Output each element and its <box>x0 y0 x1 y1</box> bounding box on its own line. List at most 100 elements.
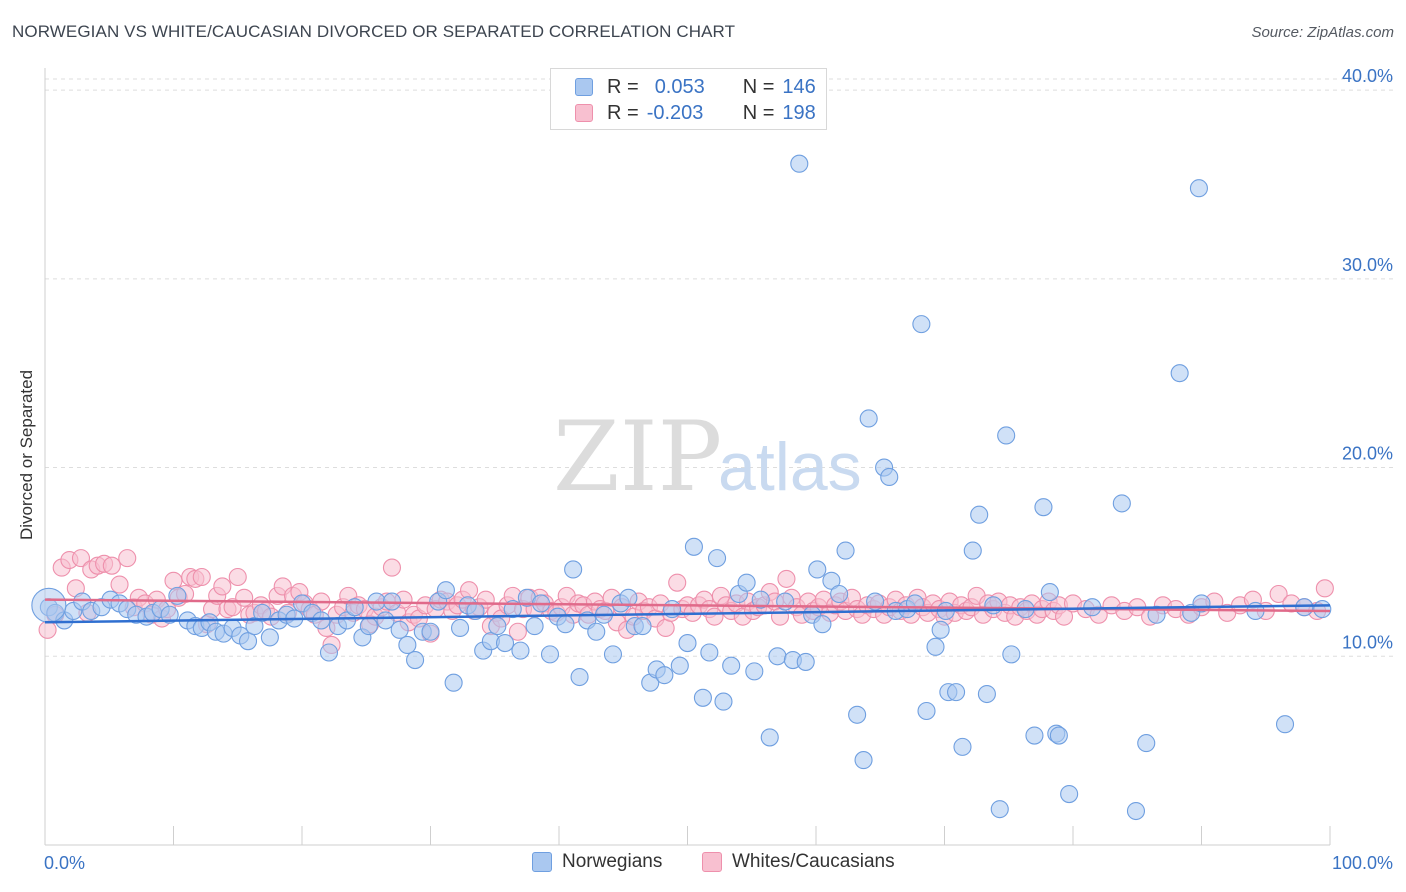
legend-r-label: R = <box>607 75 639 98</box>
norwegians-point <box>1295 598 1314 617</box>
norwegians-point <box>926 637 945 656</box>
whites-caucasians-point <box>382 558 402 577</box>
norwegians-point <box>751 590 770 609</box>
legend-label-whites: Whites/Caucasians <box>732 851 895 872</box>
norwegians-point <box>997 426 1016 445</box>
legend-n-label: N = <box>742 75 775 98</box>
whites-caucasians-point <box>770 607 790 626</box>
source-label: Source: ZipAtlas.com <box>1251 24 1394 41</box>
norwegians-point <box>714 692 733 711</box>
norwegians-point <box>984 596 1003 615</box>
norwegians-point <box>745 662 764 681</box>
norwegians-point <box>160 605 179 624</box>
whites-caucasians-point <box>164 571 183 590</box>
norwegians-point <box>1112 494 1131 513</box>
whites-caucasians-point <box>656 618 675 638</box>
watermark-zip: ZIP <box>553 401 722 513</box>
norwegians-point <box>1060 784 1079 804</box>
norwegians-point <box>678 634 697 653</box>
norwegians-point <box>1034 498 1053 517</box>
norwegians-point <box>1137 734 1156 753</box>
norwegians-point <box>495 634 515 653</box>
norwegians-point <box>619 588 638 607</box>
y-tick-label: 10.0% <box>1342 632 1393 652</box>
norwegians-point <box>912 315 931 334</box>
norwegians-point <box>436 581 455 600</box>
bottom-legend-norwegians: Norwegians <box>532 851 662 873</box>
whites-caucasians-point <box>102 556 121 575</box>
whites-caucasians-point <box>777 569 796 588</box>
gridlines <box>45 78 1395 657</box>
y-tick-label: 20.0% <box>1342 444 1393 464</box>
norwegians-point <box>570 667 589 687</box>
whites-caucasians-point <box>192 567 211 587</box>
norwegians-point <box>1049 726 1068 745</box>
norwegians-point <box>260 628 279 647</box>
whites-caucasians-point <box>668 573 687 592</box>
norwegians-point <box>451 618 470 638</box>
whites-caucasians-point <box>508 622 527 641</box>
norwegians-point <box>776 592 795 611</box>
whites-caucasians-point <box>228 567 247 587</box>
norwegians-point <box>511 641 530 660</box>
norwegians-point <box>1189 179 1208 198</box>
norwegians-point <box>708 549 727 568</box>
whites-caucasians-point <box>71 549 91 568</box>
norwegians-point <box>525 617 544 636</box>
legend-r-label: R = <box>607 101 639 124</box>
norwegians-point <box>700 643 719 662</box>
norwegians-point <box>238 632 258 651</box>
norwegians-point <box>444 673 463 692</box>
legend-row-whites: R = -0.203 N = 198 <box>575 101 816 125</box>
whites-caucasians-point <box>1315 579 1334 598</box>
legend-n-label: N = <box>742 101 775 124</box>
y-axis-label: Divorced or Separated <box>17 369 36 541</box>
norwegians-point <box>376 611 395 630</box>
legend-swatch-pink <box>575 104 593 122</box>
norwegians-point <box>790 154 809 173</box>
norwegians-point <box>836 541 855 560</box>
whites-caucasians-point <box>235 588 254 607</box>
norwegians-point <box>1313 600 1332 619</box>
norwegians-point <box>670 656 689 675</box>
norwegians-point-large <box>31 587 67 623</box>
bottom-legend-whites: Whites/Caucasians <box>702 851 895 873</box>
legend-r-value: 0.053 <box>654 75 705 98</box>
norwegians-point <box>947 683 966 702</box>
norwegians-point <box>737 573 756 592</box>
norwegians-point <box>564 560 583 579</box>
norwegians-point <box>854 751 873 770</box>
norwegians-point <box>488 617 507 636</box>
whites-caucasians-point <box>38 620 57 639</box>
whites-caucasians-point <box>459 581 479 600</box>
norwegians-point <box>760 728 779 747</box>
norwegians-point <box>253 603 272 622</box>
norwegians-point <box>722 656 741 675</box>
whites-caucasians-point <box>118 549 137 568</box>
norwegians-point <box>693 688 712 707</box>
whites-caucasians-point <box>1269 584 1288 604</box>
norwegians-point <box>917 701 936 721</box>
norwegians-point <box>406 650 425 670</box>
norwegians-point <box>603 645 623 664</box>
norwegians-point <box>556 615 575 634</box>
x-tick-label-min: 0.0% <box>44 853 85 873</box>
y-tick-label: 30.0% <box>1342 255 1393 275</box>
norwegians-point <box>963 541 982 560</box>
tick-labels: 10.0% 20.0% 30.0% 40.0% 0.0% 100.0% <box>44 66 1393 873</box>
norwegians-point <box>953 737 972 756</box>
norwegians-point <box>319 643 339 662</box>
norwegians-points <box>31 154 1332 821</box>
norwegians-point <box>1040 583 1059 602</box>
norwegians-point <box>398 635 417 655</box>
norwegians-point <box>1170 364 1189 383</box>
norwegians-point <box>848 705 867 724</box>
norwegians-point <box>1025 726 1044 745</box>
correlation-legend: R = 0.053 N = 146 R = -0.203 N = 198 <box>550 68 827 130</box>
chart-title: NORWEGIAN VS WHITE/CAUCASIAN DIVORCED OR… <box>12 22 736 41</box>
norwegians-point <box>1126 801 1146 821</box>
norwegians-point <box>931 620 950 639</box>
norwegians-point <box>587 622 606 641</box>
legend-r-value: -0.203 <box>646 101 704 124</box>
